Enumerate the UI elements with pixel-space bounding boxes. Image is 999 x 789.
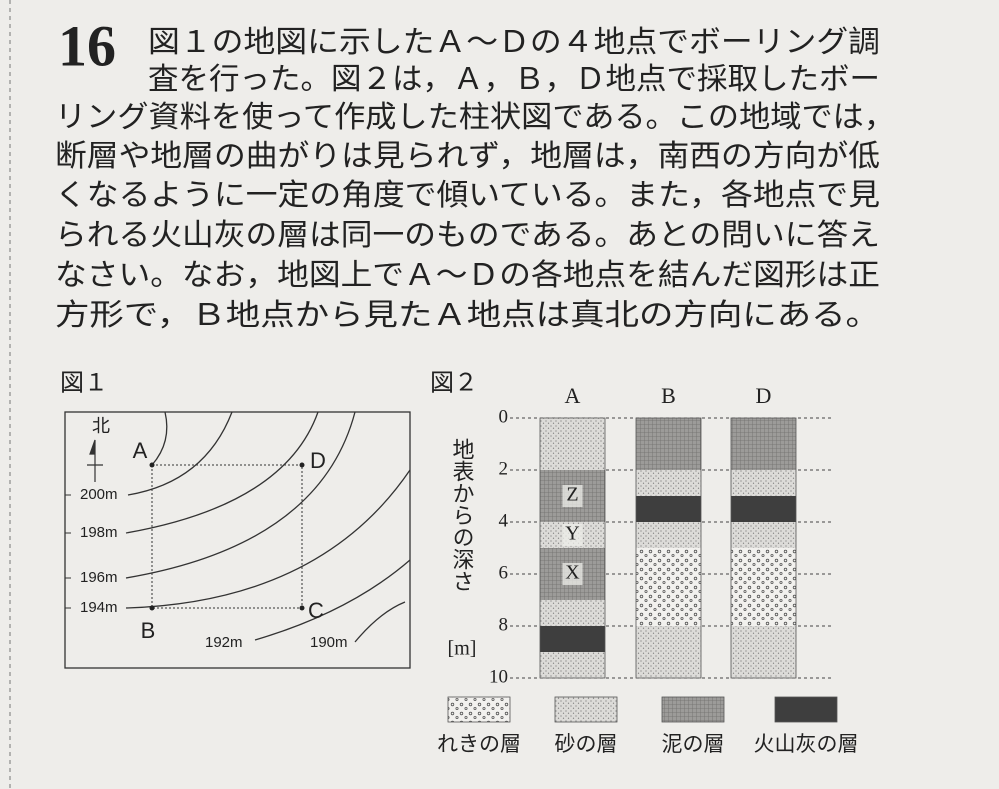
column-label: B [661,383,676,408]
map-frame [64,411,411,669]
contour-line [125,469,411,609]
column-outline [635,417,702,679]
point-label: C [308,598,324,623]
legend-label: 火山灰の層 [754,732,859,756]
layer-label-bg [562,563,583,585]
figure-caption: 図２ [430,371,478,397]
body-line: 査を行った。図２は，Ａ，Ｂ，Ｄ地点で採取したボー [148,63,880,96]
contour-label: 192m [205,634,243,651]
column-outline [730,417,797,679]
contour-ticks [65,494,71,609]
y-tick-label: 0 [499,406,509,427]
contour-line [127,411,233,496]
layer [731,522,796,548]
contour-line [125,411,356,579]
axis-unit: [m] [448,638,477,660]
layer [636,522,701,548]
point-dot [299,462,305,468]
layer [731,470,796,496]
north-label: 北 [92,416,110,436]
contour-line [151,411,168,466]
layer [540,600,605,626]
problem-number: 16 [58,13,116,78]
layer-label: Z [566,484,578,506]
layer [636,548,701,626]
contour-line [125,411,319,534]
contour-label: 200m [80,486,118,503]
layer [636,626,701,678]
body-line: 断層や地層の曲がりは見られず，地層は，南西の方向が低 [55,140,880,173]
square [151,464,303,609]
layer [731,496,796,522]
body-line: くなるように一定の角度で傾いている。また，各地点で見 [55,179,880,212]
layer [540,418,605,470]
contour-line [254,559,411,641]
north-arrow [87,439,103,482]
legend-swatch [554,696,618,723]
legend-label: 砂の層 [555,732,618,756]
layer [636,418,701,470]
contour-label: 190m [310,634,348,651]
body-line: 図１の地図に示したＡ～Ｄの４地点でボーリング調 [148,26,880,59]
body-line: られる火山灰の層は同一のものである。あとの問いに答え [55,219,880,252]
layer [731,548,796,626]
point-label: D [310,448,326,473]
y-tick-label: 8 [499,614,509,635]
legend-label: 泥の層 [662,732,725,756]
contours [65,411,411,643]
contour-line [354,601,406,643]
layer [540,652,605,678]
layer-label-bg [562,485,583,507]
layer [731,626,796,678]
column-label: D [756,383,772,408]
legend-swatch [447,696,511,723]
y-tick-label: 6 [499,562,509,583]
layer [636,496,701,522]
contour-label: 194m [80,599,118,616]
contour-label: 198m [80,524,118,541]
layer-label-bg [562,524,583,546]
axis-label: 地表からの深さ [450,438,475,592]
contour-label: 196m [80,569,118,586]
body-line: 方形で，Ｂ地点から見たＡ地点は真北の方向にある。 [55,299,880,332]
column-outline [539,417,606,679]
legend-label: れきの層 [437,732,521,756]
y-tick-label: 2 [499,458,509,479]
body-line: なさい。なお，地図上でＡ～Ｄの各地点を結んだ図形は正 [55,259,880,292]
point-label: B [141,618,156,643]
figure-caption: 図１ [60,371,108,397]
layer [731,418,796,470]
layer-label: X [565,562,580,584]
column-label: A [565,383,581,408]
y-tick-label: 4 [499,510,509,531]
layer-label: Y [565,523,579,545]
point-dot [149,605,155,611]
layer [540,626,605,652]
legend-swatch [774,696,838,723]
layer [636,470,701,496]
y-tick-label: 10 [489,666,508,687]
point-dot [299,605,305,611]
body-line: リング資料を使って作成した柱状図である。この地域では， [55,101,895,134]
point-dot [149,462,155,468]
legend-swatch [661,696,725,723]
point-label: A [133,438,148,463]
